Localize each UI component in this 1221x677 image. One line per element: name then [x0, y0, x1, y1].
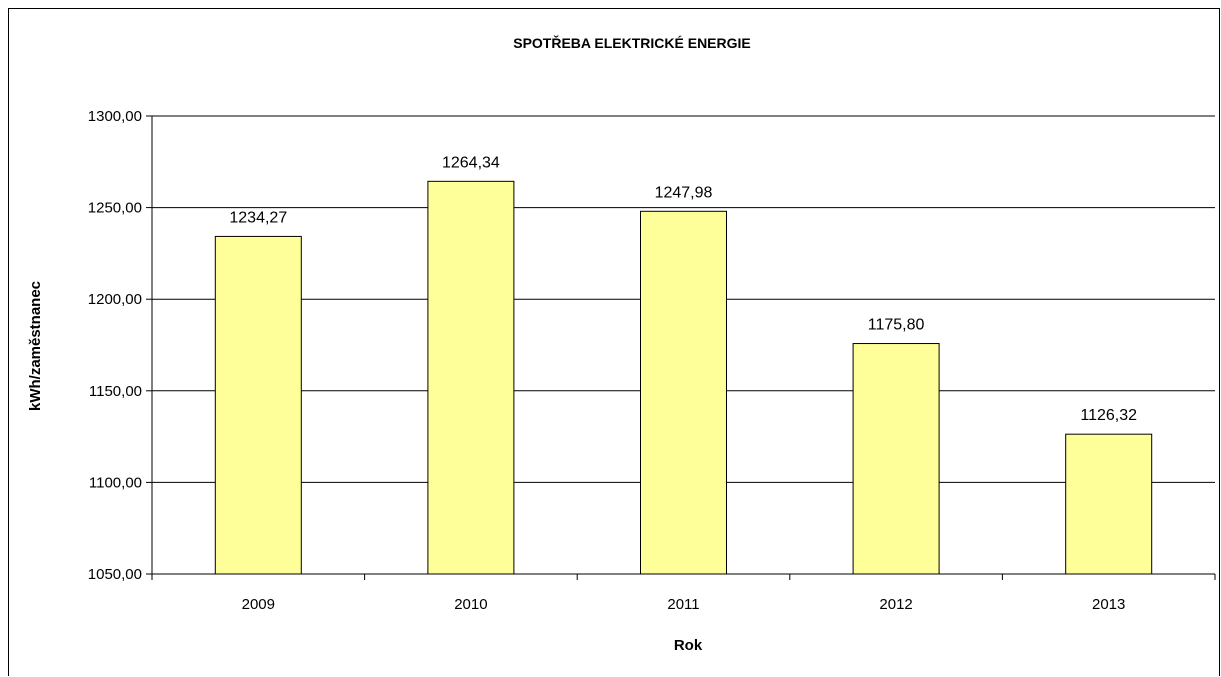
bar [852, 343, 940, 575]
data-labels: 1234,27 1264,34 1247,98 1175,80 1126,32 [229, 154, 1137, 424]
bar [1065, 433, 1153, 575]
bar [214, 235, 302, 575]
x-tick-label: 2011 [667, 596, 699, 613]
y-tick-label: 1200,00 [88, 291, 142, 308]
x-tick-label: 2012 [879, 596, 912, 613]
x-axis-ticks: 2009 2010 2011 2012 2013 [151, 574, 1216, 613]
bars [214, 180, 1153, 575]
x-tick-label: 2010 [454, 596, 487, 613]
data-label: 1175,80 [868, 317, 925, 334]
data-label: 1264,34 [442, 154, 500, 171]
y-tick-label: 1300,00 [88, 108, 142, 125]
data-label: 1234,27 [229, 209, 287, 226]
bar [640, 210, 727, 575]
y-tick-label: 1250,00 [88, 200, 142, 217]
x-tick-label: 2009 [242, 596, 275, 613]
bar [427, 180, 515, 575]
x-axis-title: Rok [674, 637, 703, 654]
y-axis-title: kWh/zaměstnanec [27, 281, 44, 411]
data-label: 1247,98 [655, 184, 713, 201]
y-axis-ticks: 1050,00 1100,00 1150,00 1200,00 1250,00 1300,… [88, 108, 152, 583]
y-tick-label: 1100,00 [89, 474, 142, 491]
chart-frame [8, 8, 1220, 676]
chart-title: SPOTŘEBA ELEKTRICKÉ ENERGIE [513, 34, 751, 51]
x-tick-label: 2013 [1092, 596, 1125, 613]
y-tick-label: 1050,00 [88, 566, 142, 583]
data-label: 1126,32 [1080, 407, 1137, 424]
y-tick-label: 1150,00 [89, 383, 142, 400]
